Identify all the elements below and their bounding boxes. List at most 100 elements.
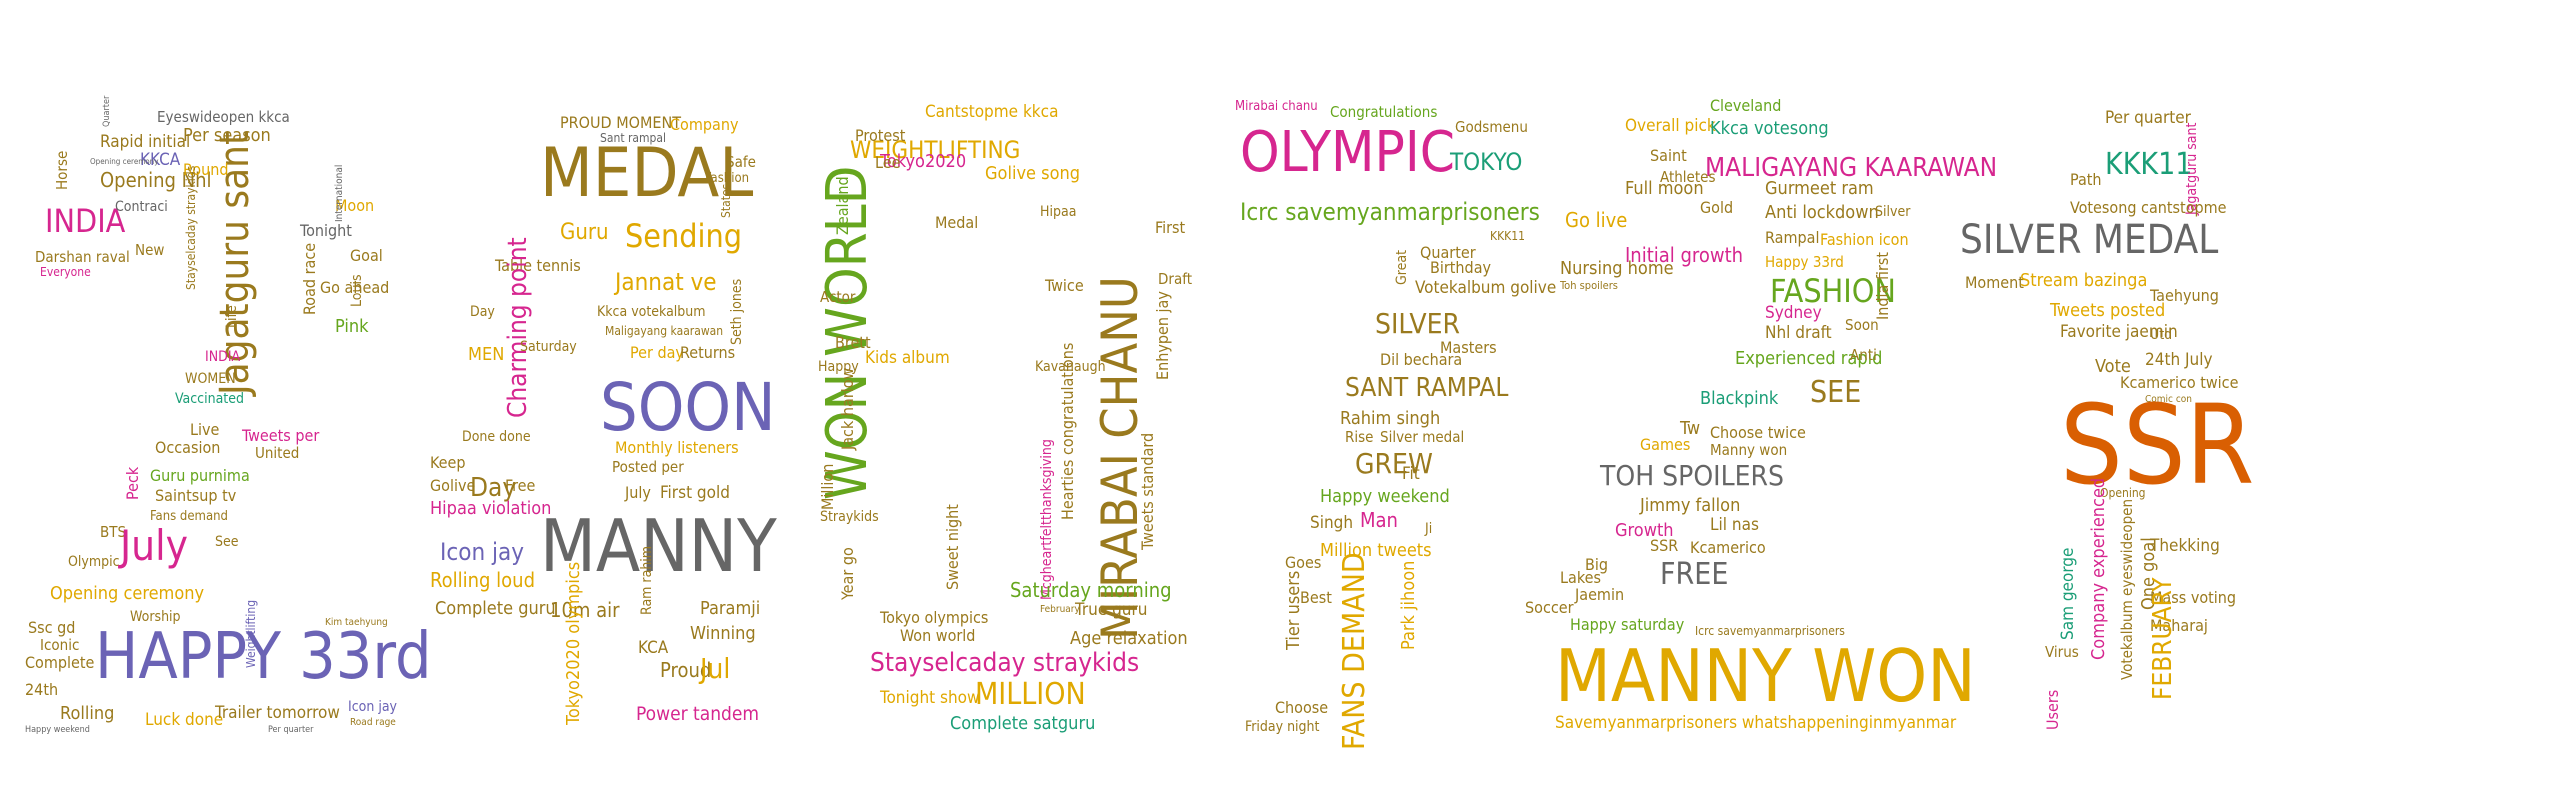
cloud-word-d3-tokyo-olympics: Tokyo olympics — [880, 608, 989, 627]
cloud-word-d3-saturday-morning: Saturday morning — [1010, 578, 1172, 602]
cloud-word-d5-nhl-draft: Nhl draft — [1765, 323, 1832, 343]
cloud-word-d6-company-experienced: Company experienced — [2088, 477, 2109, 660]
cloud-word-d2-rolling-loud: Rolling loud — [430, 568, 535, 592]
cloud-word-d1-opening-ceremony-sm: Opening ceremony — [90, 157, 159, 166]
cloud-word-d5-lil-nas: Lil nas — [1710, 515, 1759, 535]
cloud-word-d2-fashion: Fashion — [705, 171, 750, 186]
cloud-word-d6-opening: Opening — [2100, 486, 2146, 500]
cloud-word-d3-golive-song: Golive song — [985, 163, 1081, 184]
cloud-word-d1-rapid-initial: Rapid initial — [100, 132, 191, 152]
cloud-word-d5-kkca-votesong: Kkca votesong — [1710, 118, 1829, 139]
cloud-word-d5-ssr: SSR — [1650, 536, 1679, 555]
cloud-word-d2-done-done: Done done — [462, 429, 531, 445]
cloud-word-d1-horse: Horse — [53, 150, 71, 190]
cloud-word-d1-worship: Worship — [130, 609, 181, 625]
cloud-word-d4-birthday: Birthday — [1430, 258, 1492, 277]
cloud-word-d5-overall-pick: Overall pick — [1625, 116, 1716, 136]
cloud-word-d3-draft: Draft — [1158, 270, 1192, 288]
cloud-word-d4-friday-night: Friday night — [1245, 719, 1320, 735]
cloud-word-d3-won-world-sm: Won world — [900, 626, 976, 645]
cloud-word-d2-day2: Day — [470, 473, 517, 503]
cloud-word-d1-bts: BTS — [100, 523, 127, 541]
cloud-word-d4-rise: Rise — [1345, 428, 1374, 446]
cloud-word-d3-mcgheartfelt: Mcgheartfeltthanksgiving — [1039, 439, 1055, 600]
cloud-word-d2-saturday: Saturday — [520, 339, 577, 355]
cloud-word-d2-kca: KCA — [638, 638, 669, 658]
cloud-word-d6-users: Users — [2043, 689, 2062, 730]
cloud-word-d4-quarter: Quarter — [1420, 243, 1476, 262]
cloud-word-d2-per-day: Per day — [630, 343, 684, 362]
cloud-word-d6-ssr: SSR — [2060, 381, 2255, 509]
cloud-word-d4-tokyo: TOKYO — [1450, 148, 1523, 176]
cloud-word-d4-icrc: Icrc savemyanmarprisoners — [1240, 198, 1540, 226]
cloud-word-d1-go-ahead: Go ahead — [320, 278, 390, 297]
cloud-word-d1-rolling: Rolling — [60, 703, 115, 724]
cloud-word-d2-sending: Sending — [625, 217, 743, 255]
cloud-word-d2-seth-jones: Seth jones — [729, 278, 745, 345]
cloud-word-d4-fans-demand: FANS DEMAND — [1337, 552, 1372, 750]
cloud-word-d6-february: FEBRUARY — [2148, 577, 2178, 700]
cloud-word-d1-live: Live — [190, 420, 220, 439]
cloud-word-d6-kcamerico-twice: Kcamerico twice — [2120, 373, 2239, 392]
cloud-word-d2-paramji: Paramji — [700, 598, 761, 619]
cloud-word-d3-million: Million — [818, 463, 837, 510]
cloud-word-d5-toh-spoilers: Toh spoilers — [1560, 279, 1618, 292]
cloud-word-d1-moon: Moon — [335, 196, 375, 215]
cloud-word-d3-million-big: MILLION — [975, 677, 1086, 712]
cloud-word-d2-company: Company — [670, 115, 739, 134]
cloud-word-d1-peck: Peck — [123, 466, 142, 500]
cloud-word-d1-quarter: Quarter — [102, 95, 112, 127]
cloud-word-d6-maharaj: Maharaj — [2150, 616, 2208, 635]
cloud-word-d6-tweets-posted: Tweets posted — [2050, 300, 2166, 321]
cloud-word-d4-dil-bechara: Dil bechara — [1380, 350, 1463, 369]
cloud-word-d5-free: FREE — [1660, 557, 1729, 592]
cloud-word-d1-olympic: Olympic — [68, 554, 120, 570]
cloud-word-d5-maligayang: MALIGAYANG KAARAWAN — [1705, 153, 1998, 183]
cloud-word-d4-tier-users: Tier users — [1283, 570, 1304, 650]
cloud-word-d4-man: Man — [1360, 508, 1398, 532]
cloud-word-d1-kkca: KKCA — [140, 150, 181, 170]
cloud-word-d6-moment: Moment — [1965, 273, 2024, 292]
cloud-word-d4-choose: Choose — [1275, 698, 1329, 717]
cloud-word-d1-life: Life — [224, 305, 240, 328]
cloud-word-d6-24th-july: 24th July — [2145, 350, 2213, 370]
cloud-word-d5-kcamerico: Kcamerico — [1690, 538, 1766, 557]
cloud-word-d5-gurmeet-ram: Gurmeet ram — [1765, 178, 1874, 199]
cloud-word-d5-initial-growth: Initial growth — [1625, 243, 1744, 267]
cloud-word-d3-true-guru: True guru — [1075, 600, 1148, 620]
cloud-word-d1-road-race: Road race — [300, 242, 319, 315]
cloud-word-d2-day: Day — [470, 304, 495, 320]
cloud-word-d5-full-moon: Full moon — [1625, 178, 1704, 199]
cloud-word-d6-silver-medal: SILVER MEDAL — [1960, 217, 2219, 263]
cloud-word-d4-congratulations: Congratulations — [1330, 103, 1438, 121]
cloud-word-d3-actor: Actor — [820, 288, 856, 306]
cloud-word-d1-eyeswideopen: Eyeswideopen kkca — [157, 108, 290, 126]
cloud-word-d5-cleveland: Cleveland — [1710, 96, 1782, 115]
cloud-word-d2-returns: Returns — [680, 343, 736, 362]
cloud-word-d6-stream-bazinga: Stream bazinga — [2020, 270, 2148, 291]
cloud-word-d3-cantstopme: Cantstopme kkca — [925, 102, 1059, 122]
cloud-word-d1-vaccinated: Vaccinated — [175, 391, 244, 407]
cloud-word-d2-men: MEN — [468, 344, 505, 365]
cloud-word-d2-monthly-listeners: Monthly listeners — [615, 438, 739, 457]
cloud-word-d1-round: Round — [183, 160, 229, 179]
cloud-word-d6-path: Path — [2070, 170, 2102, 189]
cloud-word-d4-mirabai-chanu: Mirabai chanu — [1235, 99, 1318, 114]
cloud-word-d3-brett: Brett — [835, 333, 871, 352]
cloud-word-d1-contraci: Contraci — [115, 199, 168, 215]
cloud-word-d5-lakes: Lakes — [1560, 568, 1601, 587]
cloud-word-d2-10m-air: 10m air — [550, 598, 620, 622]
cloud-word-d5-manny-won-sm: Manny won — [1710, 441, 1788, 459]
cloud-word-d1-darshan-raval: Darshan raval — [35, 248, 130, 266]
cloud-word-d4-votekalbum: Votekalbum golive — [1415, 278, 1557, 298]
cloud-word-d2-sant-rampal: Sant rampal — [600, 131, 667, 145]
cloud-word-d5-soccer: Soccer — [1525, 598, 1574, 617]
cloud-word-d3-age-relaxation: Age relaxation — [1070, 628, 1188, 649]
cloud-word-d3-hearties: Hearties congratulations — [1058, 342, 1077, 520]
cloud-word-d3-enhypen: Enhypen jay — [1153, 291, 1172, 380]
cloud-word-d3-complete-satguru: Complete satguru — [950, 713, 1096, 734]
cloud-word-d3-lee: Lee — [875, 153, 901, 172]
cloud-word-d5-anti-lockdown: Anti lockdown — [1765, 202, 1879, 223]
cloud-word-d1-tonight: Tonight — [300, 221, 352, 240]
cloud-word-d1-everyone: Everyone — [40, 265, 91, 279]
